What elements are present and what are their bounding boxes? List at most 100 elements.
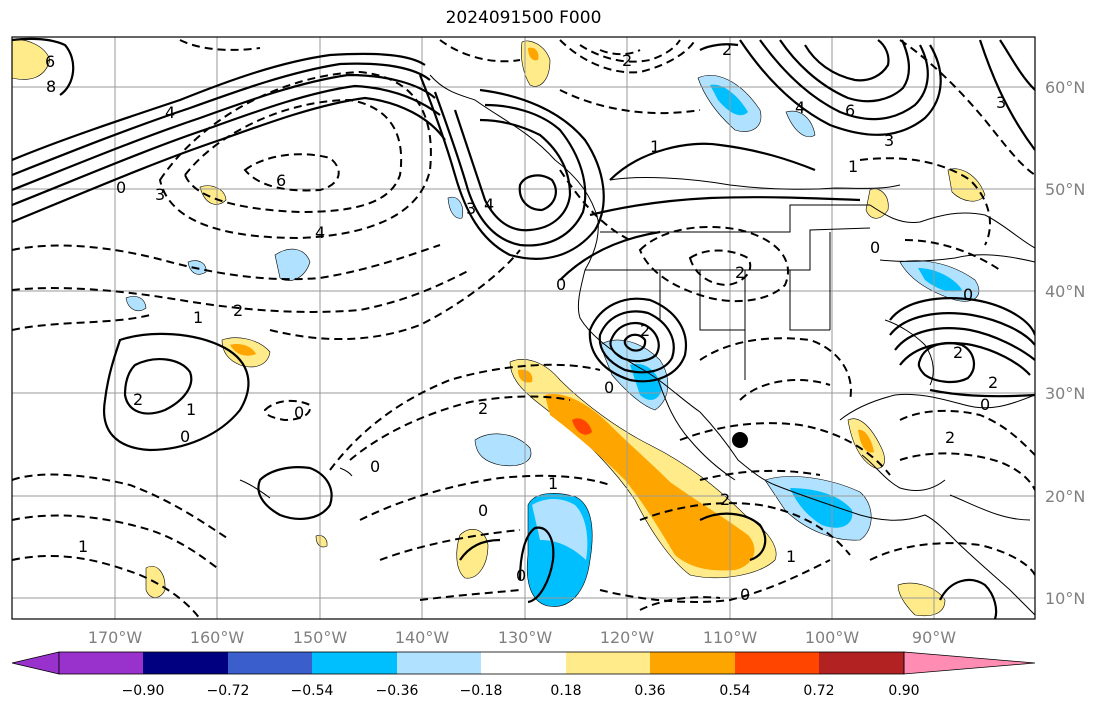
positive-anomaly-patch — [572, 418, 592, 435]
positive-anomaly-patch — [315, 535, 328, 548]
contour-label: 1 — [848, 157, 858, 176]
colorbar-tick-label: 0.72 — [803, 683, 834, 699]
lon-label: 140°W — [395, 628, 450, 647]
contour-label: 1 — [650, 137, 660, 156]
colorbar-outline — [58, 651, 905, 675]
contour-label: 1 — [786, 547, 796, 566]
contour-label: 2 — [735, 263, 745, 282]
positive-anomaly-patch — [456, 528, 489, 579]
lon-label: 120°W — [600, 628, 655, 647]
map-title: 2024091500 F000 — [445, 8, 602, 28]
contour-label: 3 — [884, 131, 894, 150]
positive-anomaly-patch — [199, 185, 227, 205]
contour-label: 6 — [45, 52, 55, 71]
contour-label: 1 — [78, 537, 88, 556]
colorbar-tick-label: 0.18 — [550, 683, 581, 699]
negative-anomaly-patch — [274, 248, 311, 282]
colorbar-segment — [735, 652, 819, 674]
contour-label: 0 — [980, 395, 990, 414]
contour-label: 1 — [193, 308, 203, 327]
dashed-contours — [12, 39, 1035, 619]
lat-label: 10°N — [1045, 589, 1085, 608]
contour-label: 4 — [165, 103, 175, 122]
lat-label: 50°N — [1045, 180, 1085, 199]
lon-label: 130°W — [498, 628, 553, 647]
negative-anomaly-patch — [710, 84, 748, 116]
negative-anomaly-patch — [474, 433, 532, 467]
colorbar-min-extend — [11, 651, 60, 675]
negative-anomaly-patch — [785, 110, 816, 138]
colorbar-segment — [312, 652, 397, 674]
contour-label: 2 — [988, 373, 998, 392]
colorbar-segment — [143, 652, 228, 674]
contour-label: 4 — [795, 98, 805, 117]
contour-label: 8 — [46, 77, 56, 96]
latitude-labels: 60°N 50°N 40°N 30°N 20°N 10°N — [1045, 78, 1085, 608]
colorbar-segment — [59, 652, 143, 674]
colorbar-segment — [819, 652, 904, 674]
colorbar-tick-label: 0.36 — [634, 683, 665, 699]
contour-label: 2 — [233, 301, 243, 320]
colorbar-segment — [566, 652, 650, 674]
contour-label: 0 — [870, 238, 880, 257]
lon-label: 150°W — [293, 628, 348, 647]
contour-label: 3 — [996, 93, 1006, 112]
positive-anomaly-patch — [520, 40, 551, 87]
longitude-labels: 170°W 160°W 150°W 140°W 130°W 120°W 110°… — [88, 628, 956, 647]
contour-label: 3 — [155, 185, 165, 204]
contour-label: 0 — [740, 585, 750, 604]
positive-anomaly-patch — [12, 39, 51, 80]
contour-labels: 6 8 4 3 0 6 4 2 1 2 2 1 0 0 2 0 1 0 1 2 … — [45, 40, 1006, 604]
contour-label: 0 — [370, 457, 380, 476]
positive-anomaly-patch — [865, 188, 889, 219]
colorbar-tick-label: −0.72 — [207, 683, 250, 699]
colorbar-segment — [228, 652, 312, 674]
positive-anomaly-patch — [528, 47, 539, 61]
solid-contours — [12, 37, 1035, 619]
contour-label: 2 — [720, 490, 730, 509]
contour-label: 2 — [722, 40, 732, 59]
contour-label: 0 — [180, 427, 190, 446]
colorbar-segment — [481, 652, 566, 674]
lon-label: 170°W — [88, 628, 143, 647]
positive-anomaly-patch — [947, 168, 986, 202]
negative-anomaly-patch — [125, 296, 147, 311]
contour-label: 0 — [294, 403, 304, 422]
contour-label: 2 — [640, 321, 650, 340]
contour-label: 0 — [556, 275, 566, 294]
contour-label: 6 — [276, 171, 286, 190]
contour-label: 2 — [133, 390, 143, 409]
graticule — [12, 37, 1035, 619]
colorbar-segment — [650, 652, 735, 674]
lon-label: 90°W — [912, 628, 956, 647]
contour-label: 2 — [622, 51, 632, 70]
contour-label: 0 — [604, 378, 614, 397]
contour-label: 0 — [516, 566, 526, 585]
colorbar-segment — [397, 652, 481, 674]
shaded-fields — [12, 39, 986, 617]
contour-label: 1 — [186, 400, 196, 419]
positive-anomaly-patch — [230, 344, 256, 356]
negative-anomaly-patch — [532, 499, 588, 560]
lat-label: 60°N — [1045, 78, 1085, 97]
lat-label: 30°N — [1045, 384, 1085, 403]
negative-anomaly-patch — [447, 196, 463, 219]
contour-label: 4 — [484, 195, 494, 214]
lat-label: 40°N — [1045, 282, 1085, 301]
negative-anomaly-patch — [918, 268, 962, 292]
lon-label: 110°W — [703, 628, 758, 647]
positive-anomaly-patch — [897, 582, 946, 617]
lon-label: 100°W — [805, 628, 860, 647]
colorbar: −0.90 −0.72 −0.54 −0.36 −0.18 0.18 0.36 … — [11, 651, 1036, 699]
colorbar-tick-label: −0.18 — [460, 683, 503, 699]
contour-label: 6 — [845, 101, 855, 120]
contour-label: 4 — [315, 223, 325, 242]
contour-label: 3 — [466, 199, 476, 218]
contour-label: 2 — [945, 428, 955, 447]
colorbar-max-extend — [903, 651, 1036, 675]
contour-label: 2 — [478, 399, 488, 418]
colorbar-tick-label: 0.90 — [888, 683, 919, 699]
contour-label: 1 — [548, 474, 558, 493]
lon-label: 160°W — [190, 628, 245, 647]
